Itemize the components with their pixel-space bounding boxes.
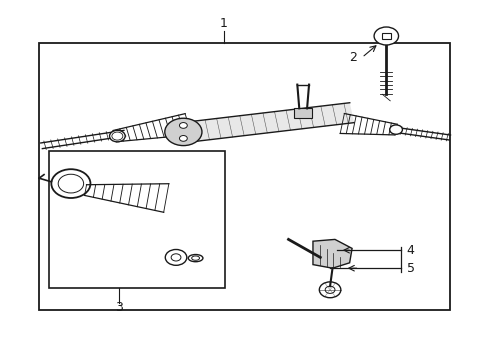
Text: 2: 2	[348, 51, 356, 64]
Circle shape	[164, 118, 202, 145]
Text: 3: 3	[115, 301, 123, 314]
Text: 1: 1	[220, 17, 227, 30]
Circle shape	[373, 27, 398, 45]
Circle shape	[112, 132, 122, 140]
Polygon shape	[312, 239, 351, 268]
Circle shape	[389, 125, 402, 134]
Polygon shape	[176, 103, 353, 143]
Circle shape	[179, 122, 187, 128]
Circle shape	[179, 135, 187, 141]
Text: 5: 5	[406, 262, 414, 275]
Circle shape	[109, 130, 125, 142]
Text: 4: 4	[406, 244, 414, 257]
Bar	[294, 108, 311, 118]
Bar	[49, 151, 224, 288]
Bar	[39, 43, 449, 310]
Bar	[381, 33, 390, 39]
